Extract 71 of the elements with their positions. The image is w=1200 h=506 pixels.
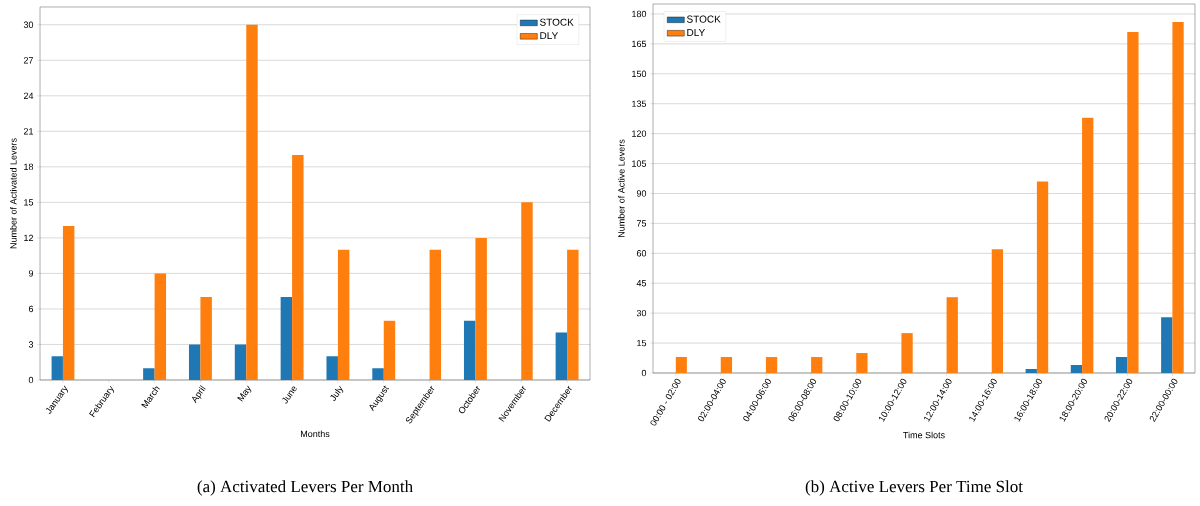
bar bbox=[1161, 317, 1173, 373]
bar bbox=[234, 344, 247, 380]
y-axis-title: Number of Active Levers bbox=[617, 139, 625, 238]
y-tick-label: 30 bbox=[636, 309, 647, 317]
bar bbox=[200, 297, 212, 380]
bar bbox=[337, 249, 350, 380]
bar bbox=[143, 368, 155, 380]
y-tick-label: 90 bbox=[636, 190, 647, 197]
bar bbox=[62, 226, 75, 380]
bar bbox=[1070, 365, 1083, 373]
legend-label: DLY bbox=[540, 32, 559, 40]
bar bbox=[901, 333, 913, 373]
y-tick-label: 45 bbox=[636, 280, 647, 287]
text: (a) Activated Levers Per Month bbox=[197, 480, 413, 496]
bar bbox=[280, 297, 293, 380]
bar bbox=[521, 202, 533, 380]
x-tick-label: July bbox=[330, 385, 344, 401]
y-tick-label: 0 bbox=[28, 376, 34, 384]
x-axis-title: Time Slots bbox=[903, 431, 945, 439]
bar bbox=[567, 249, 579, 380]
y-tick-label: 6 bbox=[28, 305, 34, 313]
bar bbox=[1127, 31, 1139, 373]
bar bbox=[765, 357, 778, 373]
bar bbox=[1082, 117, 1094, 373]
bar bbox=[292, 155, 304, 380]
bar bbox=[475, 237, 487, 380]
bar bbox=[246, 24, 258, 380]
y-tick-label: 9 bbox=[28, 270, 34, 277]
bar bbox=[1172, 21, 1184, 373]
y-tick-label: 27 bbox=[23, 57, 34, 64]
y-tick-label: 12 bbox=[24, 234, 34, 242]
y-tick-label: 165 bbox=[632, 40, 647, 48]
y-tick-label: 75 bbox=[636, 220, 647, 227]
bar bbox=[946, 297, 958, 373]
y-tick-label: 24 bbox=[23, 92, 34, 99]
y-tick-label: 30 bbox=[23, 21, 34, 28]
bar bbox=[326, 356, 338, 380]
y-tick-label: 135 bbox=[632, 100, 647, 107]
y-axis-title: Number of Activated Levers bbox=[9, 138, 17, 249]
y-tick-label: 21 bbox=[23, 128, 34, 135]
bar bbox=[383, 320, 396, 380]
y-tick-label: 60 bbox=[636, 250, 647, 257]
bar bbox=[1025, 369, 1037, 373]
y-tick-label: 150 bbox=[632, 70, 647, 77]
legend-label: DLY bbox=[687, 29, 706, 36]
bar bbox=[811, 357, 823, 373]
y-tick-label: 3 bbox=[28, 341, 34, 348]
text: (b) Active Levers Per Time Slot bbox=[805, 480, 1023, 496]
bar bbox=[555, 332, 568, 380]
bar bbox=[856, 353, 868, 373]
x-axis-title: Months bbox=[300, 430, 330, 438]
y-tick-label: 180 bbox=[632, 10, 647, 18]
bar bbox=[991, 249, 1004, 373]
y-tick-label: 15 bbox=[24, 199, 34, 206]
bar bbox=[188, 344, 201, 380]
bar bbox=[1115, 357, 1128, 373]
y-tick-label: 105 bbox=[632, 160, 647, 167]
y-tick-label: 15 bbox=[637, 339, 647, 347]
y-tick-label: 18 bbox=[24, 163, 34, 171]
bar bbox=[372, 368, 384, 380]
y-tick-label: 0 bbox=[641, 369, 647, 377]
bar bbox=[675, 357, 687, 373]
bar bbox=[463, 320, 476, 380]
bar bbox=[154, 273, 167, 380]
legend-label: STOCK bbox=[686, 15, 721, 23]
legend-label: STOCK bbox=[539, 18, 574, 26]
bar bbox=[720, 357, 733, 373]
y-tick-label: 120 bbox=[632, 130, 647, 137]
bar bbox=[429, 249, 442, 380]
bar bbox=[1036, 181, 1049, 373]
bar bbox=[51, 356, 63, 380]
